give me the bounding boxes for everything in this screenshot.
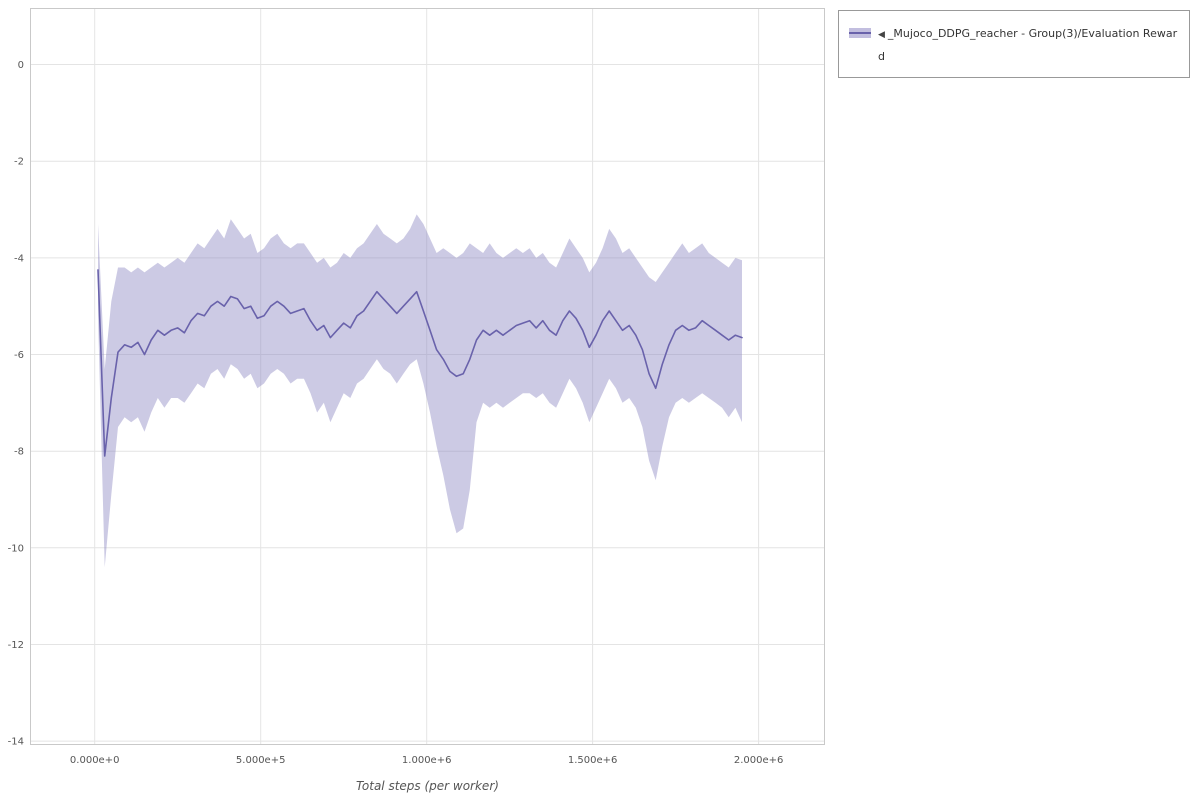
y-tick-label: -6 <box>14 350 24 361</box>
y-tick-label: -2 <box>14 157 24 168</box>
x-tick-label: 1.000e+6 <box>402 755 452 766</box>
y-tick-label: -12 <box>8 640 24 651</box>
y-tick-label: -14 <box>8 737 24 748</box>
x-tick-label: 5.000e+5 <box>236 755 286 766</box>
y-tick-label: 0 <box>18 60 24 71</box>
legend: ◀ _Mujoco_DDPG_reacher - Group(3)/Evaluat… <box>838 10 1190 78</box>
plot-border <box>30 8 825 745</box>
x-tick-label: 1.500e+6 <box>568 755 618 766</box>
y-tick-label: -8 <box>14 447 24 458</box>
series-swatch-icon <box>849 28 871 38</box>
gridlines <box>30 8 825 745</box>
y-tick-label: -4 <box>14 253 24 264</box>
y-tick-label: -10 <box>8 543 24 554</box>
legend-item[interactable]: ◀ _Mujoco_DDPG_reacher - Group(3)/Evaluat… <box>849 23 1179 67</box>
legend-label: _Mujoco_DDPG_reacher - Group(3)/Evaluati… <box>878 27 1178 63</box>
collapse-arrow-icon: ◀ <box>878 30 885 40</box>
tick-labels: 0 -2 -4 -6 -8 -10 -12 -14 0.000e+0 5.000e+5 1.000e… <box>8 60 784 766</box>
mean-line <box>97 269 743 457</box>
legend-text: ◀ _Mujoco_DDPG_reacher - Group(3)/Evaluat… <box>878 23 1179 67</box>
x-tick-label: 0.000e+0 <box>70 755 120 766</box>
confidence-band <box>98 214 742 568</box>
x-tick-label: 2.000e+6 <box>734 755 784 766</box>
x-axis-title: Total steps (per worker) <box>356 779 499 793</box>
